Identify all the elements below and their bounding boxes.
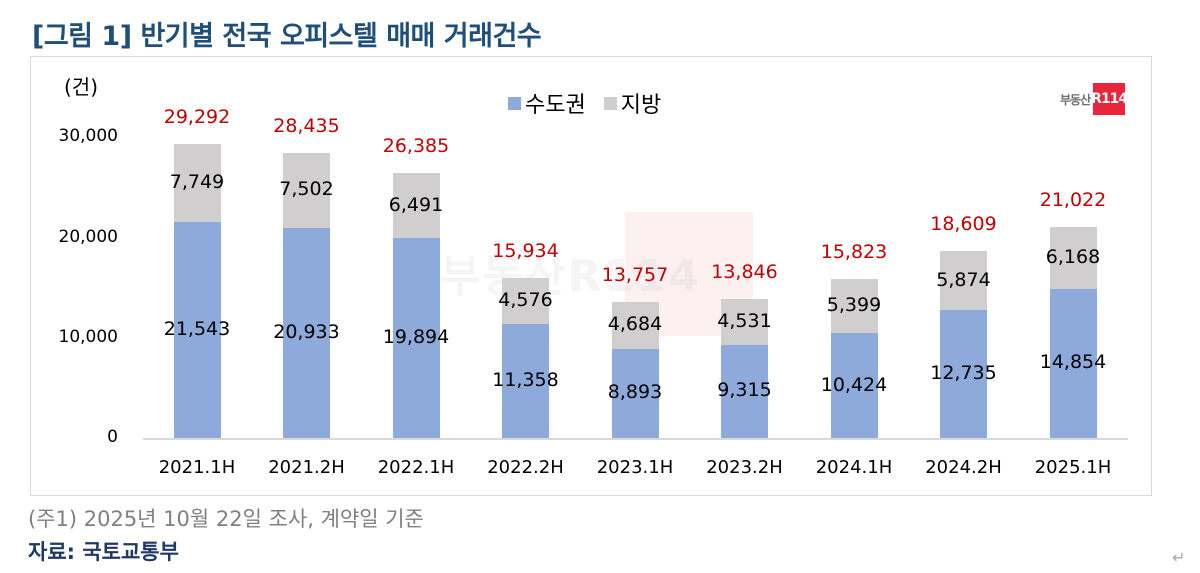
bar-segment-local [830,279,878,334]
bar-segment-metro [1049,288,1097,438]
bar-segment-metro [283,227,330,438]
value-label-local: 7,749 [169,170,225,193]
value-label-metro: 20,933 [273,320,340,343]
value-label-metro: 19,894 [382,326,450,349]
total-label: 15,934 [492,240,559,263]
bar-segment-local [173,144,221,222]
y-tick-10000: 10,000 [58,327,118,347]
bar-segment-metro [721,344,768,438]
x-axis-label: 2021.1H [158,457,236,478]
x-axis-label: 2023.2H [706,457,783,478]
value-label-local: 4,576 [498,289,553,312]
bar-segment-local [1049,227,1097,289]
y-tick-30000: 30,000 [58,126,118,146]
value-label-local: 4,684 [607,313,663,336]
x-axis-label: 2024.1H [815,457,893,478]
total-label: 15,823 [820,241,888,264]
logo-text: 부동산 [1060,92,1091,107]
footnote: (주1) 2025년 10월 22일 조사, 계약일 기준 [28,507,424,531]
figure-title: [그림 1] 반기별 전국 오피스텔 매매 거래건수 [32,21,542,52]
source-line: 자료: 국토교통부 [28,540,179,564]
stacked-bar [830,279,878,438]
watermark-text: 부동산R114 [440,251,702,302]
stacked-bar [721,299,768,438]
y-axis-unit-label: (건) [64,75,99,99]
value-label-metro: 9,315 [717,379,772,402]
x-axis-label: 2024.2H [925,457,1002,478]
y-tick-0: 0 [107,427,118,447]
stacked-bar [611,301,659,438]
total-label: 13,757 [601,263,669,286]
bar-segment-metro [392,238,440,438]
value-label-local: 7,502 [279,178,334,201]
r114-logo: 부동산 R114 [1060,83,1128,115]
chart-legend: 수도권 지방 [508,87,679,119]
total-label: 28,435 [273,114,340,137]
value-label-local: 5,399 [826,294,882,317]
bar-segment-local [502,278,549,325]
bar-segment-metro [173,221,221,438]
value-label-metro: 14,854 [1039,351,1107,374]
bar-segment-local [940,251,987,311]
value-label-metro: 11,358 [492,369,559,392]
stacked-bar [173,144,221,438]
paragraph-mark-icon: ↵ [1172,548,1186,567]
stacked-bar [940,251,987,438]
legend-swatch-local [603,96,617,110]
bar-segment-metro [611,348,659,438]
value-label-local: 6,491 [388,193,444,216]
x-axis-label: 2023.1H [596,457,674,478]
total-label: 18,609 [930,213,997,236]
value-label-metro: 12,735 [930,362,997,385]
legend-swatch-metro [508,96,521,110]
y-tick-20000: 20,000 [58,227,118,247]
bar-segment-local [721,299,768,345]
bar-segment-local [392,173,440,239]
value-label-metro: 21,543 [163,317,231,340]
x-axis-line [143,438,1128,440]
bar-segment-local [611,301,659,349]
x-axis-label: 2022.2H [487,457,564,478]
x-axis-label: 2021.2H [268,457,345,478]
total-label: 26,385 [382,135,450,158]
legend-label-metro: 수도권 [525,93,586,118]
value-label-metro: 8,893 [607,381,663,404]
value-label-local: 6,168 [1045,246,1101,269]
stacked-bar [283,152,330,438]
value-label-local: 4,531 [717,309,772,332]
bar-segment-metro [502,324,549,438]
bar-segment-metro [940,310,987,438]
logo-badge: R114 [1091,83,1128,115]
stacked-bar [1049,227,1097,438]
x-axis-label: 2025.1H [1034,457,1112,478]
legend-item-local: 지방 [603,87,662,119]
legend-label-local: 지방 [620,93,662,118]
value-label-metro: 10,424 [820,373,888,396]
x-axis-label: 2022.1H [377,457,455,478]
stacked-bar [502,278,549,438]
bar-segment-local [283,152,330,228]
total-label: 21,022 [1039,189,1107,212]
total-label: 13,846 [711,261,778,284]
bar-segment-metro [830,333,878,438]
legend-item-metro: 수도권 [508,87,586,119]
value-label-local: 5,874 [936,268,991,291]
stacked-bar [392,173,440,438]
total-label: 29,292 [163,106,231,129]
